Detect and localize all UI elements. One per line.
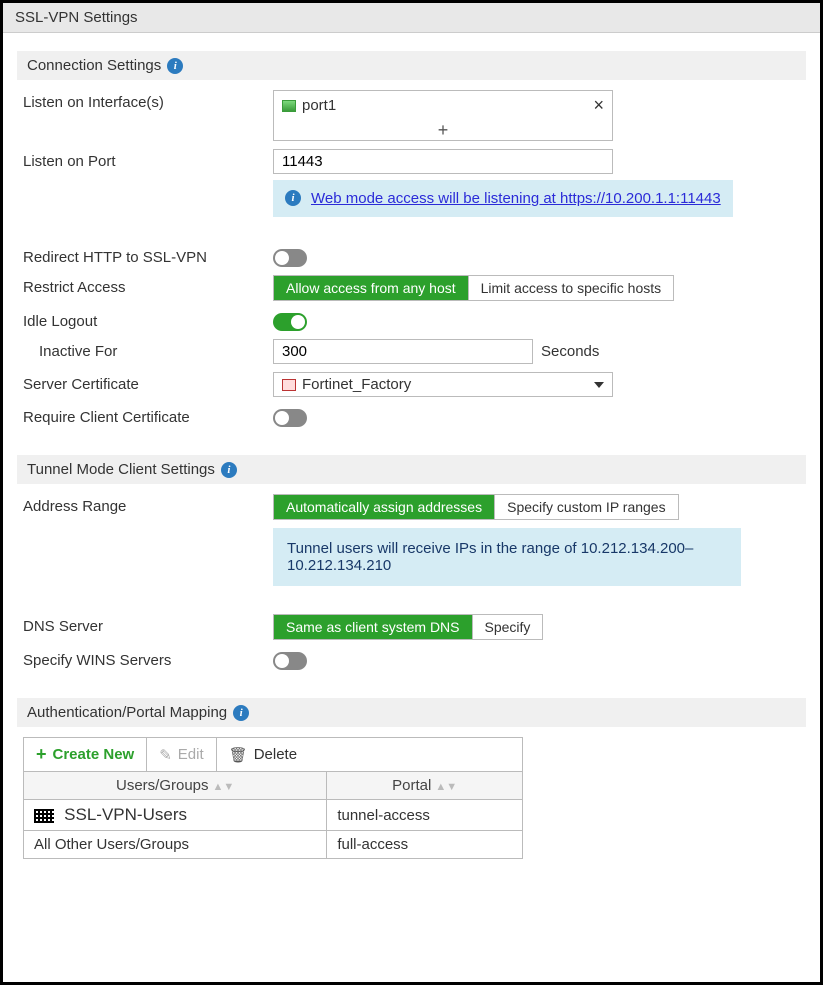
plus-icon: +: [36, 744, 47, 765]
listen-port-input[interactable]: [273, 149, 613, 174]
chevron-down-icon: [594, 382, 604, 388]
address-range-segmented: Automatically assign addresses Specify c…: [273, 494, 679, 520]
group-icon: [34, 809, 54, 823]
specify-wins-label: Specify WINS Servers: [23, 648, 273, 669]
listen-port-label: Listen on Port: [23, 149, 273, 170]
address-option-auto[interactable]: Automatically assign addresses: [274, 495, 495, 519]
row-users: All Other Users/Groups: [24, 831, 327, 859]
dns-option-specify[interactable]: Specify: [473, 615, 543, 639]
edit-button[interactable]: ✎ Edit: [147, 738, 216, 771]
inactive-suffix: Seconds: [541, 343, 599, 360]
restrict-access-segmented: Allow access from any host Limit access …: [273, 275, 674, 301]
idle-logout-label: Idle Logout: [23, 309, 273, 330]
row-portal: tunnel-access: [327, 800, 523, 831]
restrict-access-label: Restrict Access: [23, 275, 273, 296]
restrict-option-allow[interactable]: Allow access from any host: [274, 276, 469, 300]
redirect-http-label: Redirect HTTP to SSL-VPN: [23, 245, 273, 266]
tunnel-section-title: Tunnel Mode Client Settings: [27, 461, 215, 478]
col-users-groups[interactable]: Users/Groups▲▼: [24, 772, 327, 800]
trash-icon: 🗑: [229, 746, 248, 764]
page-title-bar: SSL-VPN Settings: [3, 3, 820, 33]
delete-label: Delete: [254, 746, 297, 763]
delete-button[interactable]: 🗑 Delete: [217, 738, 309, 771]
auth-section-title: Authentication/Portal Mapping: [27, 704, 227, 721]
listen-interface-label: Listen on Interface(s): [23, 90, 273, 111]
server-certificate-value: Fortinet_Factory: [302, 376, 411, 393]
server-certificate-label: Server Certificate: [23, 372, 273, 393]
table-row[interactable]: SSL-VPN-Users tunnel-access: [24, 800, 523, 831]
inactive-for-input[interactable]: [273, 339, 533, 364]
create-new-button[interactable]: + Create New: [24, 738, 147, 771]
info-icon[interactable]: i: [221, 462, 237, 478]
require-client-cert-label: Require Client Certificate: [23, 405, 273, 426]
dns-server-label: DNS Server: [23, 614, 273, 635]
inactive-for-label: Inactive For: [23, 339, 273, 360]
connection-section-header: Connection Settings i: [17, 51, 806, 80]
info-icon[interactable]: i: [167, 58, 183, 74]
info-icon: i: [285, 190, 301, 206]
dns-server-segmented: Same as client system DNS Specify: [273, 614, 543, 640]
restrict-option-limit[interactable]: Limit access to specific hosts: [469, 276, 674, 300]
require-client-cert-toggle[interactable]: [273, 409, 307, 427]
address-option-custom[interactable]: Specify custom IP ranges: [495, 495, 677, 519]
dns-option-same[interactable]: Same as client system DNS: [274, 615, 473, 639]
idle-logout-toggle[interactable]: [273, 313, 307, 331]
remove-interface-icon[interactable]: ×: [593, 95, 604, 116]
add-interface-button[interactable]: +: [274, 120, 612, 140]
row-portal: full-access: [327, 831, 523, 859]
page-title: SSL-VPN Settings: [15, 9, 138, 26]
table-row[interactable]: All Other Users/Groups full-access: [24, 831, 523, 859]
col-portal[interactable]: Portal▲▼: [327, 772, 523, 800]
edit-label: Edit: [178, 746, 204, 763]
sort-icon: ▲▼: [435, 781, 457, 793]
certificate-icon: [282, 379, 296, 391]
info-icon[interactable]: i: [233, 705, 249, 721]
row-users: SSL-VPN-Users: [64, 805, 187, 824]
tunnel-range-banner: Tunnel users will receive IPs in the ran…: [273, 528, 741, 586]
port-icon: [282, 100, 296, 112]
interface-select-box[interactable]: port1 × +: [273, 90, 613, 141]
address-range-label: Address Range: [23, 494, 273, 515]
auth-section-header: Authentication/Portal Mapping i: [17, 698, 806, 727]
create-new-label: Create New: [53, 746, 135, 763]
redirect-http-toggle[interactable]: [273, 249, 307, 267]
server-certificate-select[interactable]: Fortinet_Factory: [273, 372, 613, 397]
mapping-toolbar: + Create New ✎ Edit 🗑 Delete: [23, 737, 523, 771]
specify-wins-toggle[interactable]: [273, 652, 307, 670]
web-mode-banner: i Web mode access will be listening at h…: [273, 180, 733, 217]
sort-icon: ▲▼: [213, 781, 235, 793]
interface-value: port1: [302, 97, 336, 114]
mapping-table: Users/Groups▲▼ Portal▲▼ SSL-VPN-Users tu: [23, 771, 523, 859]
web-mode-link[interactable]: Web mode access will be listening at htt…: [311, 190, 721, 207]
tunnel-section-header: Tunnel Mode Client Settings i: [17, 455, 806, 484]
connection-section-title: Connection Settings: [27, 57, 161, 74]
pencil-icon: ✎: [159, 746, 172, 764]
